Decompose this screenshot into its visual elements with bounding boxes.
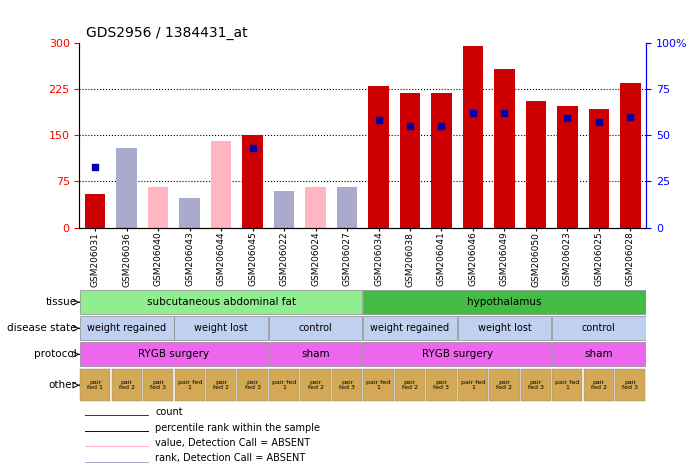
Bar	[552, 342, 646, 366]
Bar	[431, 93, 452, 228]
Bar	[85, 446, 149, 447]
Bar	[589, 109, 609, 228]
Bar	[117, 148, 137, 228]
Text: protocol: protocol	[34, 349, 77, 359]
Bar	[175, 369, 205, 401]
Bar	[400, 93, 420, 228]
Text: hypothalamus: hypothalamus	[467, 297, 542, 307]
Bar	[79, 342, 268, 366]
Text: pair fed
1: pair fed 1	[366, 380, 390, 390]
Text: pair
fed 3: pair fed 3	[528, 380, 544, 390]
Text: disease state: disease state	[7, 323, 77, 333]
Bar	[111, 369, 142, 401]
Bar	[243, 135, 263, 228]
Bar	[238, 369, 267, 401]
Text: pair fed
1: pair fed 1	[178, 380, 202, 390]
Bar	[274, 191, 294, 228]
Text: pair
fed 3: pair fed 3	[339, 380, 355, 390]
Text: count: count	[155, 407, 182, 417]
Text: pair
fed 3: pair fed 3	[150, 380, 166, 390]
Bar	[458, 369, 488, 401]
Bar	[489, 369, 520, 401]
Text: pair
fed 3: pair fed 3	[245, 380, 261, 390]
Bar	[85, 194, 106, 228]
Bar	[269, 316, 363, 340]
Bar	[85, 415, 149, 417]
Text: weight lost: weight lost	[194, 323, 248, 333]
Bar	[332, 369, 362, 401]
Bar	[395, 369, 425, 401]
Bar	[79, 290, 363, 314]
Bar	[269, 342, 363, 366]
Bar	[180, 204, 200, 228]
Text: other: other	[49, 380, 77, 390]
Bar	[368, 86, 389, 228]
Text: pair
fed 2: pair fed 2	[213, 380, 229, 390]
Text: pair
fed 2: pair fed 2	[307, 380, 323, 390]
Text: tissue: tissue	[46, 297, 77, 307]
Text: control: control	[582, 323, 616, 333]
Bar	[148, 188, 169, 228]
Text: value, Detection Call = ABSENT: value, Detection Call = ABSENT	[155, 438, 310, 448]
Text: RYGB surgery: RYGB surgery	[138, 349, 209, 359]
Text: percentile rank within the sample: percentile rank within the sample	[155, 422, 320, 433]
Text: subcutaneous abdominal fat: subcutaneous abdominal fat	[146, 297, 296, 307]
Text: pair
fed 2: pair fed 2	[119, 380, 135, 390]
Text: pair
fed 1: pair fed 1	[87, 380, 103, 390]
Text: sham: sham	[301, 349, 330, 359]
Bar	[85, 462, 149, 463]
Text: pair
fed 2: pair fed 2	[496, 380, 513, 390]
Bar	[494, 69, 515, 228]
Text: rank, Detection Call = ABSENT: rank, Detection Call = ABSENT	[155, 453, 305, 464]
Text: RYGB surgery: RYGB surgery	[422, 349, 493, 359]
Bar	[305, 188, 325, 228]
Bar	[143, 369, 173, 401]
Bar	[463, 46, 483, 228]
Bar	[552, 316, 646, 340]
Bar	[363, 316, 457, 340]
Text: sham: sham	[585, 349, 613, 359]
Bar	[526, 101, 546, 228]
Text: pair fed
1: pair fed 1	[461, 380, 485, 390]
Text: weight regained: weight regained	[87, 323, 167, 333]
Bar	[301, 369, 331, 401]
Text: pair fed
1: pair fed 1	[556, 380, 580, 390]
Bar	[363, 342, 551, 366]
Text: pair fed
1: pair fed 1	[272, 380, 296, 390]
Text: weight lost: weight lost	[477, 323, 531, 333]
Text: pair
fed 2: pair fed 2	[402, 380, 418, 390]
Text: GDS2956 / 1384431_at: GDS2956 / 1384431_at	[86, 26, 248, 40]
Bar	[363, 290, 646, 314]
Bar	[457, 316, 551, 340]
Text: pair
fed 2: pair fed 2	[591, 380, 607, 390]
Text: control: control	[299, 323, 332, 333]
Bar	[117, 184, 137, 228]
Bar	[521, 369, 551, 401]
Bar	[337, 187, 357, 228]
Bar	[269, 369, 299, 401]
Bar	[615, 369, 645, 401]
Bar	[337, 194, 357, 228]
Bar	[363, 369, 394, 401]
Bar	[211, 141, 231, 228]
Text: weight regained: weight regained	[370, 323, 450, 333]
Bar	[274, 194, 294, 228]
Bar	[584, 369, 614, 401]
Bar	[206, 369, 236, 401]
Bar	[80, 369, 111, 401]
Bar	[174, 316, 268, 340]
Bar	[180, 198, 200, 228]
Bar	[620, 83, 641, 228]
Text: pair
fed 3: pair fed 3	[433, 380, 449, 390]
Bar	[426, 369, 457, 401]
Bar	[79, 316, 173, 340]
Bar	[557, 106, 578, 228]
Bar	[85, 431, 149, 432]
Bar	[552, 369, 583, 401]
Text: pair
fed 3: pair fed 3	[623, 380, 638, 390]
